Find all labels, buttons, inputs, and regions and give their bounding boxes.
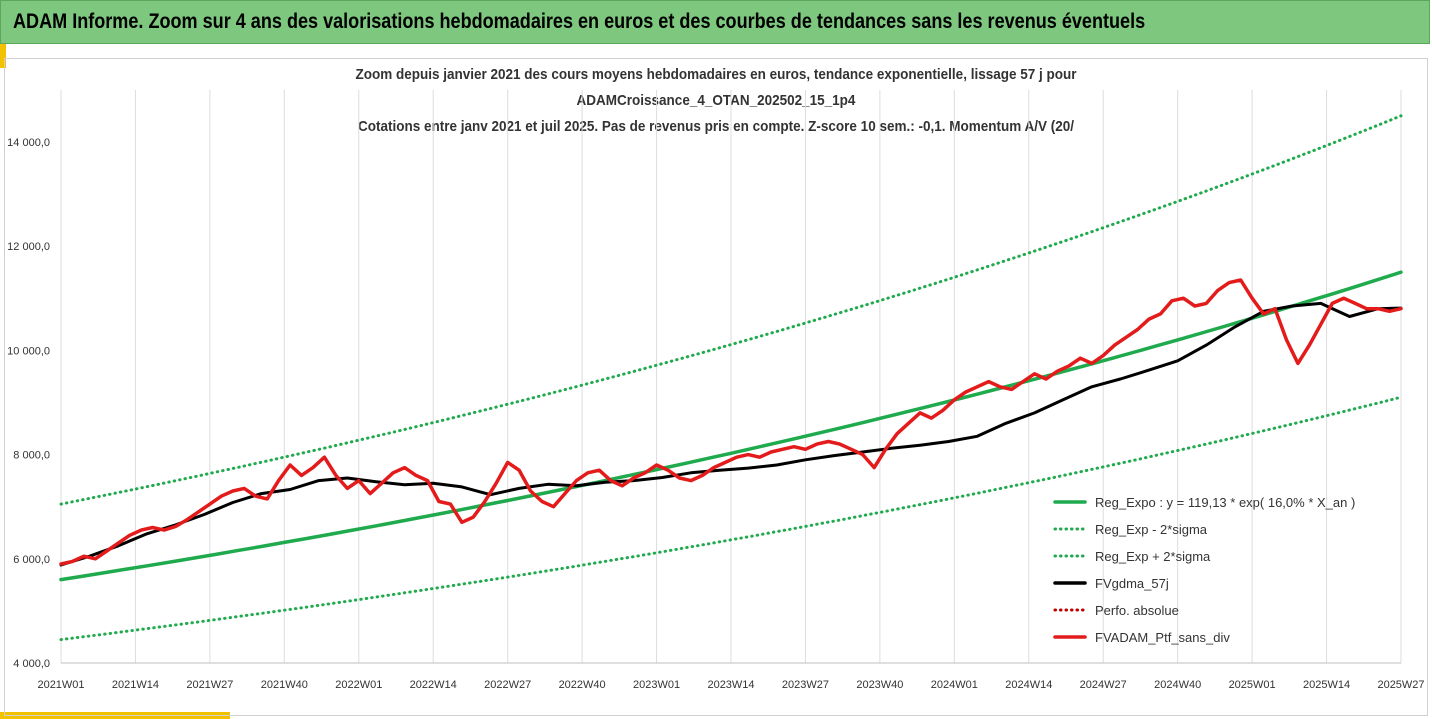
chart-title-line-2: ADAMCroissance_4_OTAN_202502_15_1p4 (576, 92, 856, 109)
legend-label: Reg_Exp + 2*sigma (1095, 549, 1211, 564)
series-line-5 (59, 278, 1403, 566)
legend-label: Perfo. absolue (1095, 603, 1179, 618)
legend: Reg_Expo : y = 119,13 * exp( 16,0% * X_a… (1053, 495, 1355, 645)
x-tick-label: 2022W27 (484, 679, 531, 691)
series-line-3 (59, 301, 1403, 567)
series-line-0 (59, 270, 1403, 582)
x-tick-label: 2024W27 (1080, 679, 1127, 691)
series-layer (59, 114, 1403, 642)
legend-label: Reg_Exp - 2*sigma (1095, 522, 1208, 537)
x-tick-label: 2025W14 (1303, 679, 1350, 691)
y-tick-label: 8 000,0 (13, 450, 50, 462)
x-tick-label: 2022W40 (559, 679, 606, 691)
series-line-1 (59, 395, 1403, 642)
x-tick-label: 2024W14 (1005, 679, 1052, 691)
x-tick-label: 2022W14 (410, 679, 457, 691)
x-tick-label: 2023W14 (707, 679, 754, 691)
y-tick-label: 4 000,0 (13, 658, 50, 670)
chart-title-line-1: Zoom depuis janvier 2021 des cours moyen… (355, 66, 1077, 83)
x-tick-label: 2021W40 (261, 679, 308, 691)
y-tick-label: 12 000,0 (7, 241, 50, 253)
grid-lines (60, 90, 1402, 663)
chart-frame (4, 58, 1428, 716)
x-tick-label: 2024W40 (1154, 679, 1201, 691)
series-line-2 (59, 114, 1403, 506)
x-tick-label: 2023W01 (633, 679, 680, 691)
legend-label: FVADAM_Ptf_sans_div (1095, 630, 1230, 645)
axes: 2021W01 2021W14 2021W27 2021W40 2022W01 2022W… (7, 137, 1424, 691)
x-tick-label: 2021W14 (112, 679, 159, 691)
page-title: ADAM Informe. Zoom sur 4 ans des valoris… (13, 10, 1146, 33)
legend-label: FVgdma_57j (1095, 576, 1169, 591)
x-tick-label: 2021W27 (186, 679, 233, 691)
chart-title-line-3: Cotations entre janv 2021 et juil 2025. … (357, 118, 1075, 135)
x-tick-label: 2023W40 (856, 679, 903, 691)
x-tick-label: 2023W27 (782, 679, 829, 691)
corner-accent (0, 44, 6, 68)
x-tick-label: 2024W01 (931, 679, 978, 691)
y-tick-label: 10 000,0 (7, 345, 50, 357)
x-tick-label: 2025W01 (1229, 679, 1276, 691)
y-tick-label: 14 000,0 (7, 137, 50, 149)
x-tick-label: 2022W01 (335, 679, 382, 691)
header-banner: ADAM Informe. Zoom sur 4 ans des valoris… (0, 0, 1430, 44)
legend-label: Reg_Expo : y = 119,13 * exp( 16,0% * X_a… (1095, 495, 1355, 510)
x-tick-label: 2025W27 (1377, 679, 1424, 691)
x-tick-label: 2021W01 (37, 679, 84, 691)
y-tick-label: 6 000,0 (13, 554, 50, 566)
